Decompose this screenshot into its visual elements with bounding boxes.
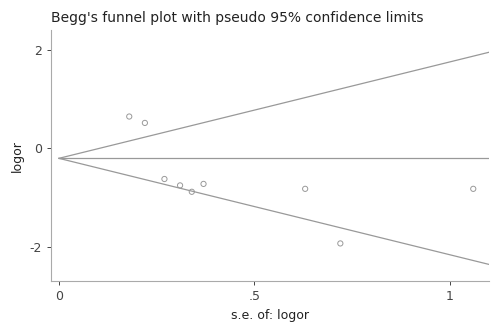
Y-axis label: logor: logor <box>11 140 24 172</box>
Point <box>301 186 309 191</box>
Point <box>188 189 196 194</box>
Point <box>141 120 149 126</box>
Point <box>470 186 478 191</box>
Point <box>160 176 168 182</box>
Point <box>200 181 207 186</box>
Point <box>176 183 184 188</box>
Point <box>336 241 344 246</box>
X-axis label: s.e. of: logor: s.e. of: logor <box>231 309 309 322</box>
Point <box>126 114 134 119</box>
Text: Begg's funnel plot with pseudo 95% confidence limits: Begg's funnel plot with pseudo 95% confi… <box>51 11 424 25</box>
